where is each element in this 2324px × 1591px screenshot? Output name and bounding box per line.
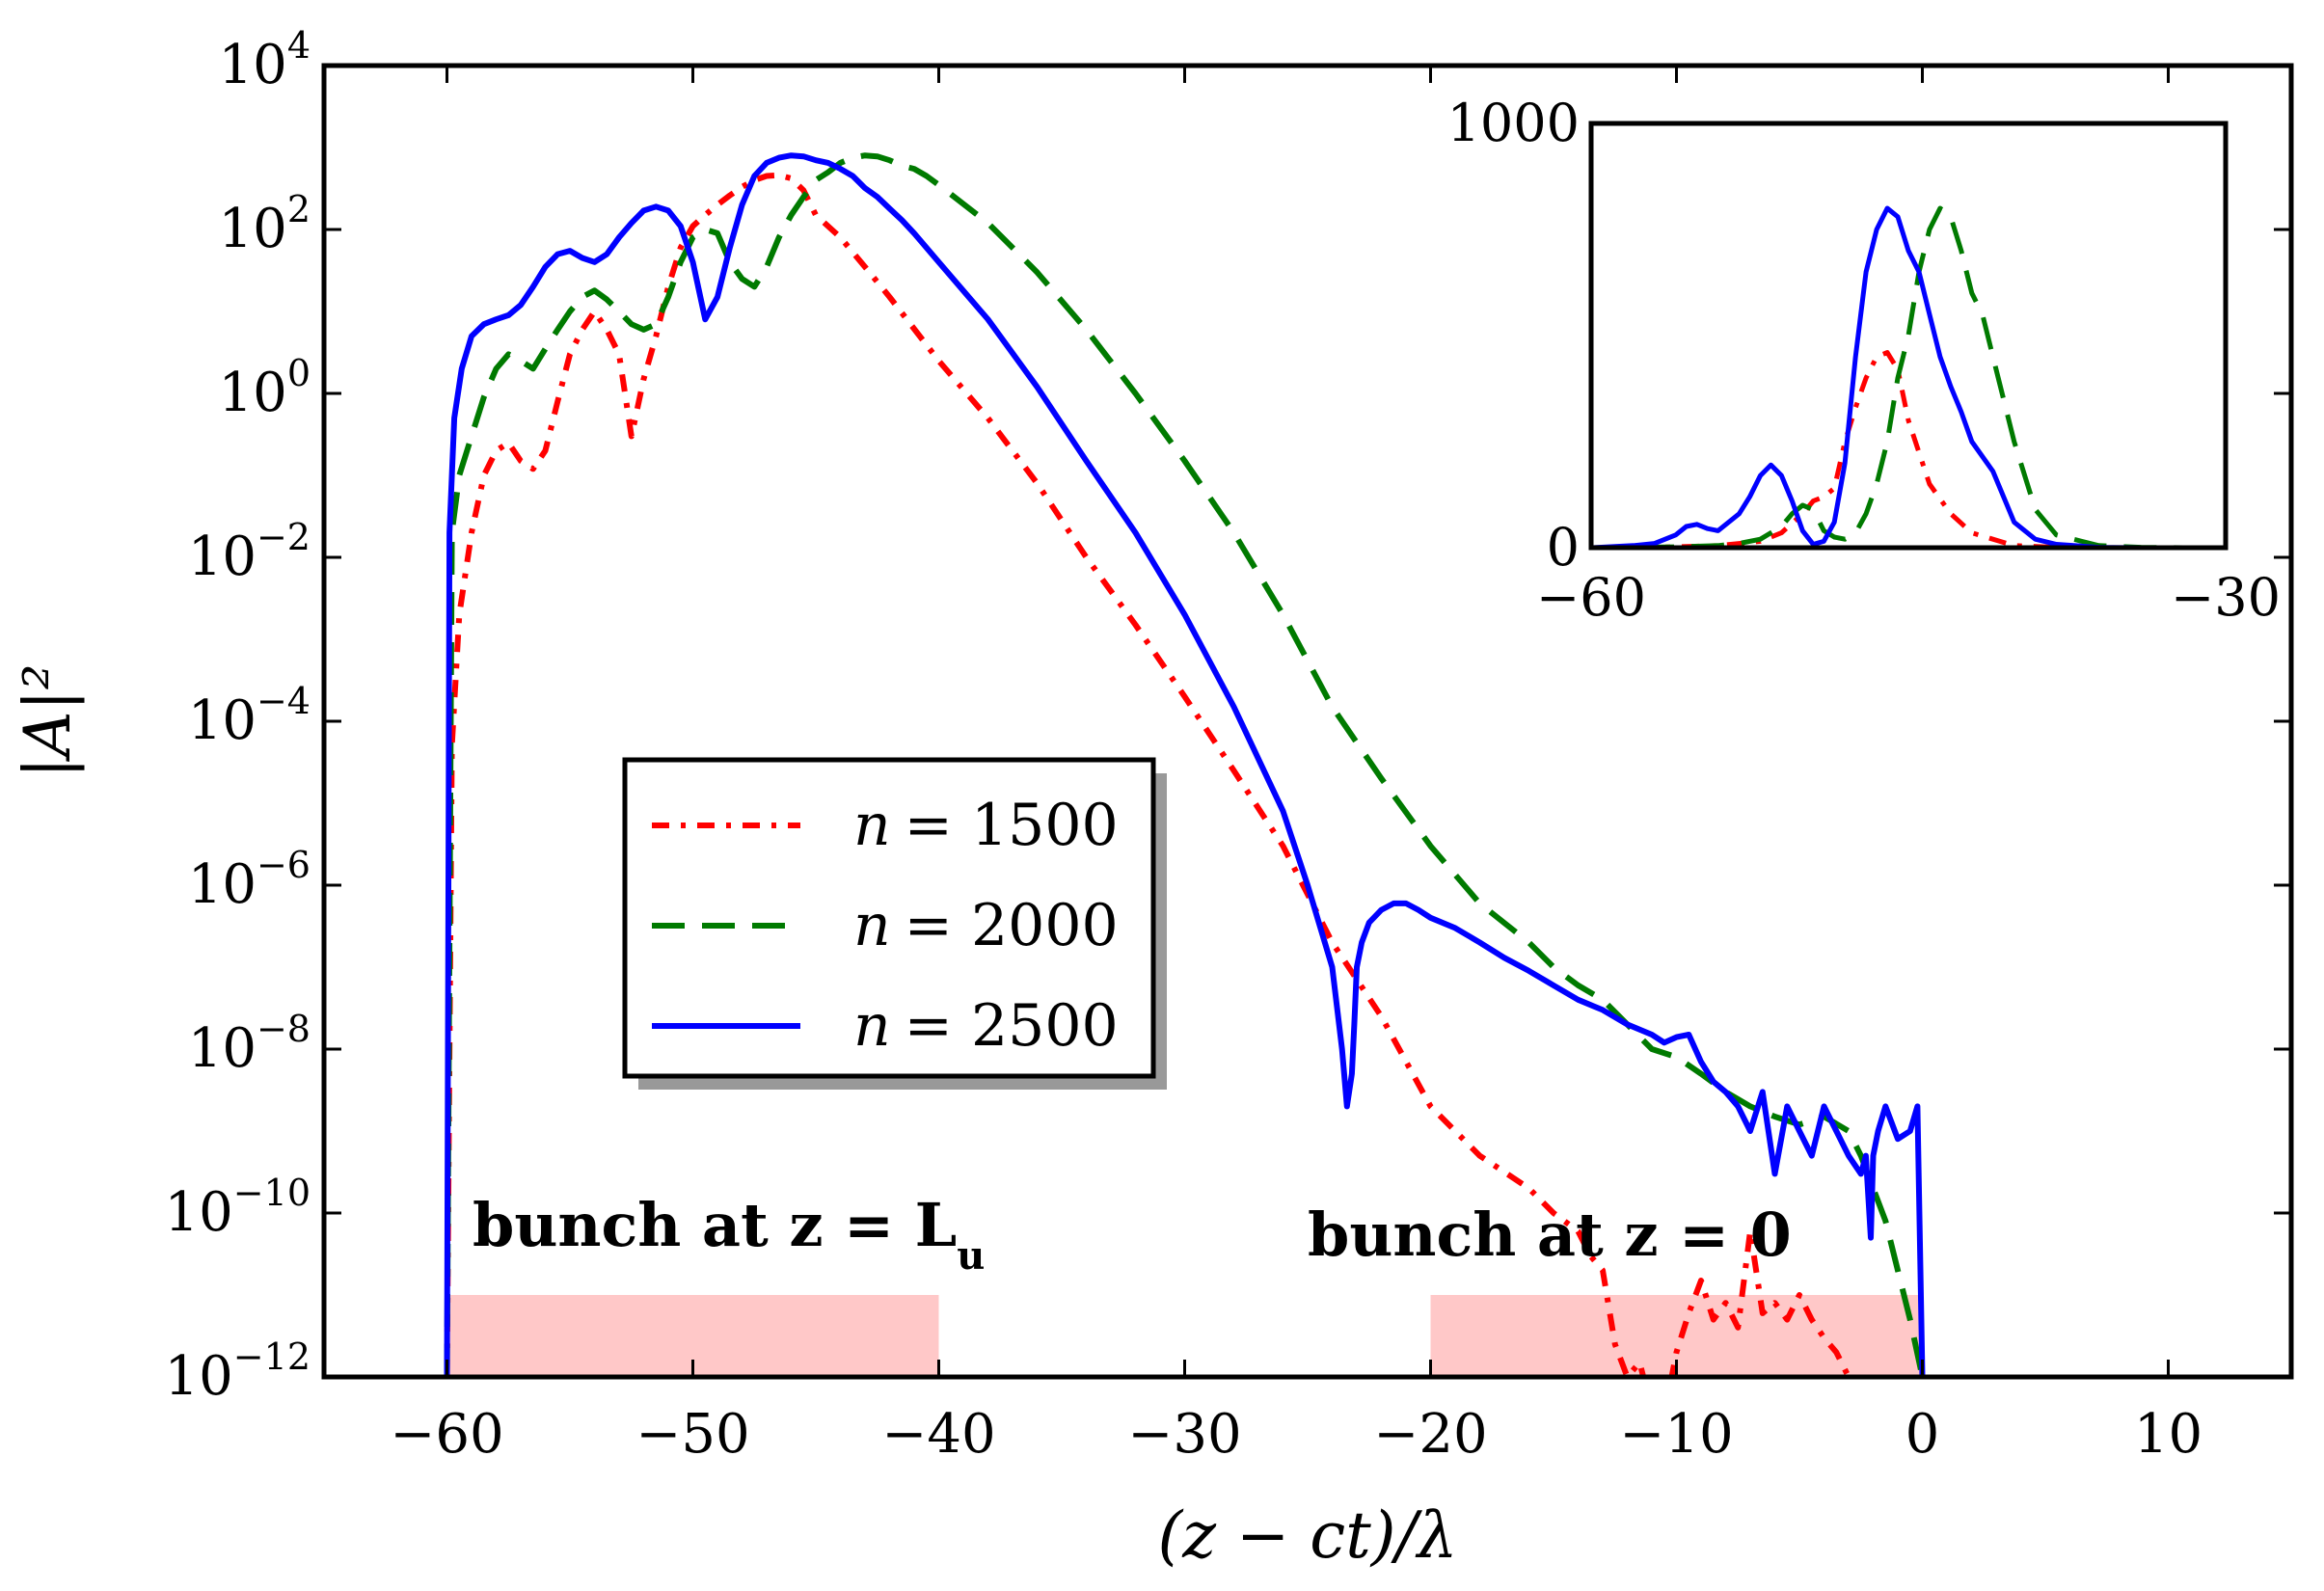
annotation-bunch-at-z-lu: bunch at z = Lu bbox=[473, 1190, 985, 1279]
x-tick-label: −10 bbox=[1619, 1403, 1733, 1466]
inset-ticks: −60 −30 0 1000 bbox=[1447, 93, 2281, 628]
annotation-bunch-at-z-0-text: bunch at z = 0 bbox=[1308, 1200, 1792, 1270]
annotation-bunch-at-z-lu-text: bunch at z = L bbox=[473, 1190, 957, 1260]
inset-series bbox=[1591, 205, 2226, 548]
series-line-n-2000 bbox=[444, 152, 1926, 1377]
inset-y-tick-label: 1000 bbox=[1447, 93, 1580, 153]
legend: n = 1500 n = 2000 n = 2500 bbox=[622, 757, 1167, 1090]
main-plot-series bbox=[444, 152, 1926, 1377]
annotation-bunch-at-z-lu-subscript: u bbox=[957, 1233, 985, 1279]
x-tick-label: −30 bbox=[1127, 1403, 1241, 1466]
x-axis-label: (z − ct)/λ bbox=[1157, 1498, 1457, 1573]
x-tick-label: −50 bbox=[635, 1403, 749, 1466]
shaded-regions bbox=[446, 1295, 1923, 1377]
x-tick-label: −60 bbox=[390, 1403, 503, 1466]
y-tick-label: 102 bbox=[219, 188, 311, 260]
y-tick-label: 104 bbox=[219, 24, 311, 96]
y-tick-label: 10−8 bbox=[188, 1008, 311, 1080]
annotation-bunch-start: bunch at z = 0 bbox=[1308, 1200, 1792, 1270]
y-tick-label: 100 bbox=[219, 352, 311, 424]
inset-series-line-1 bbox=[1591, 350, 2226, 548]
series-line-n-2500 bbox=[444, 152, 1926, 1377]
y-tick-label: 10−4 bbox=[188, 680, 311, 752]
series-line-n-1500 bbox=[444, 172, 1852, 1377]
y-tick-label: 10−2 bbox=[188, 516, 311, 588]
inset-x-tick-label: −60 bbox=[1536, 567, 1646, 628]
y-tick-label: 10−10 bbox=[165, 1172, 311, 1244]
x-tick-label: −40 bbox=[881, 1403, 995, 1466]
inset-plot: −60 −30 0 1000 bbox=[1447, 93, 2281, 628]
main-axes-ticks: −60 −50 −40 −30 −20 −10 0 10 10−12 10−10 10−8 10−6 1… bbox=[165, 24, 2291, 1466]
x-tick-label: 10 bbox=[2134, 1403, 2202, 1466]
annotation-bunch-at-z-0: bunch at z = 0 bbox=[1308, 1200, 1792, 1270]
inset-background bbox=[1591, 123, 2226, 548]
legend-label-3: n = 2500 bbox=[853, 992, 1119, 1060]
inset-axes-frame bbox=[1588, 121, 2229, 551]
x-tick-label: 0 bbox=[1905, 1403, 1940, 1466]
legend-label-1: n = 1500 bbox=[853, 792, 1119, 859]
inset-y-tick-label: 0 bbox=[1547, 517, 1580, 578]
y-axis-label: |A|² bbox=[11, 664, 85, 779]
inset-series-line-2 bbox=[1591, 205, 2226, 548]
inset-series-line-3 bbox=[1591, 205, 2226, 548]
y-tick-label: 10−6 bbox=[188, 844, 311, 916]
y-tick-label: 10−12 bbox=[165, 1335, 311, 1408]
inset-x-tick-label: −30 bbox=[2171, 567, 2281, 628]
x-tick-label: −20 bbox=[1373, 1403, 1487, 1466]
annotation-bunch-end: bunch at z = Lu bbox=[473, 1190, 985, 1279]
legend-label-2: n = 2000 bbox=[853, 892, 1119, 959]
